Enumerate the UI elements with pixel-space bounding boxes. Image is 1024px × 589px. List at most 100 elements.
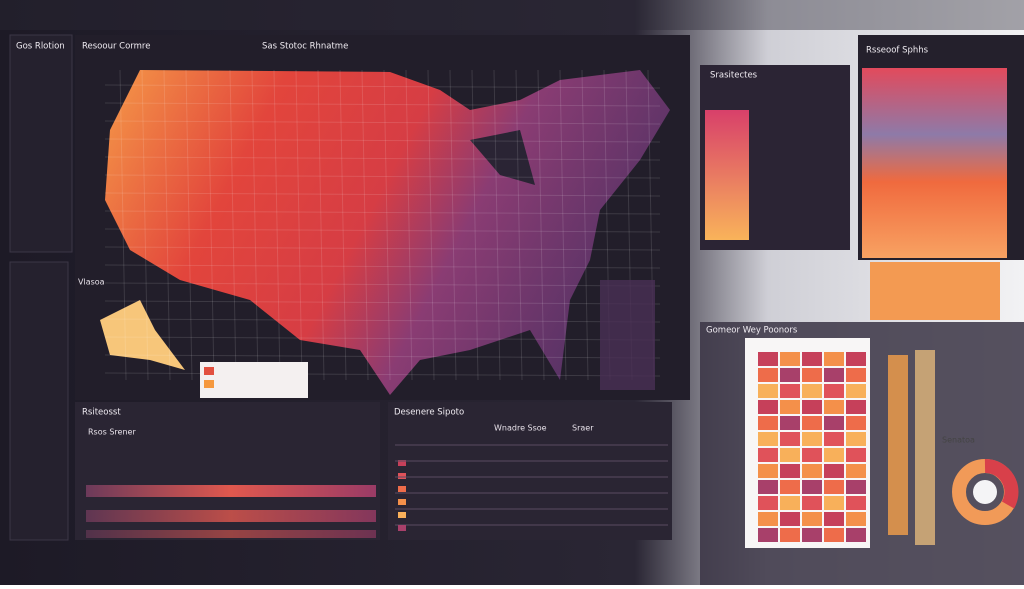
grid-line <box>185 69 193 381</box>
grid-line <box>104 120 661 125</box>
left-panel-2 <box>9 261 69 541</box>
heat-cell <box>802 464 822 478</box>
panel-subtitle: Rsos Srener <box>88 428 136 437</box>
grid-line <box>383 69 391 381</box>
heat-cell <box>780 352 800 366</box>
left-panel <box>9 34 73 253</box>
heat-cell <box>846 416 866 430</box>
donut-segment <box>984 459 1019 509</box>
grid-line <box>104 354 661 359</box>
heat-cell <box>846 448 866 462</box>
heat-cell <box>758 352 778 366</box>
grid-line <box>339 69 347 381</box>
heat-cell <box>824 496 844 510</box>
heat-cell <box>802 416 822 430</box>
heat-cell <box>824 416 844 430</box>
heat-cell <box>846 512 866 526</box>
heat-cell <box>802 512 822 526</box>
heat-cell <box>802 352 822 366</box>
heat-cell <box>802 448 822 462</box>
heat-cell <box>824 512 844 526</box>
grid-line <box>449 69 457 381</box>
row-icon <box>398 499 406 505</box>
heat-cell <box>758 464 778 478</box>
grid-line <box>537 69 545 381</box>
alaska <box>100 300 185 370</box>
table-row <box>86 530 376 538</box>
grid-line <box>104 300 661 305</box>
heat-cell <box>780 464 800 478</box>
bottom-panel <box>388 402 672 540</box>
grid-line <box>104 174 661 179</box>
row-icon <box>398 460 406 466</box>
heat-cell <box>758 496 778 510</box>
panel-title: Resoour Cormre <box>82 42 150 52</box>
panel-title: Srasitectes <box>710 71 758 81</box>
heat-cell <box>758 400 778 414</box>
lakes <box>470 130 535 185</box>
heat-cell <box>846 496 866 510</box>
heat-cell <box>802 368 822 382</box>
heat-cell <box>780 528 800 542</box>
grid-line <box>361 69 369 381</box>
panel-subtitle: Sas Stotoc Rhnatme <box>262 42 348 52</box>
heat-cell <box>824 400 844 414</box>
grid-line <box>207 69 215 381</box>
heat-cell <box>780 384 800 398</box>
column-label: Sraer <box>572 424 594 433</box>
side-bar <box>915 350 935 545</box>
heat-cell <box>846 352 866 366</box>
heat-cell <box>846 384 866 398</box>
heat-cell <box>780 480 800 494</box>
heat-cell <box>802 528 822 542</box>
grid-line <box>229 69 237 381</box>
panel-title: Desenere Sipoto <box>394 408 464 418</box>
panel-title: Rsiteosst <box>82 408 121 418</box>
grid-line <box>405 69 413 381</box>
heat-cell <box>780 432 800 446</box>
heat-cell <box>824 352 844 366</box>
heat-cell <box>780 448 800 462</box>
row-icon <box>398 512 406 518</box>
grid-line <box>515 69 523 381</box>
table-row <box>86 485 376 497</box>
heat-cell <box>780 368 800 382</box>
row-icon <box>398 525 406 531</box>
grid-line <box>104 372 661 377</box>
grid-line <box>104 210 661 215</box>
heat-cell <box>802 400 822 414</box>
heat-cell <box>824 448 844 462</box>
heat-cell <box>824 384 844 398</box>
grid-line <box>104 138 661 143</box>
column-label: Wnadre Ssoe <box>494 424 547 433</box>
heat-cell <box>802 432 822 446</box>
heat-cell <box>758 416 778 430</box>
heat-cell <box>824 464 844 478</box>
legend-swatch <box>204 367 214 375</box>
panel-title: Gos Rlotion <box>16 42 65 52</box>
us-map <box>105 70 670 395</box>
map-label: Vlasoa <box>78 278 105 287</box>
grid-line <box>163 69 171 381</box>
grid-line <box>141 69 149 381</box>
map-legend <box>200 362 308 398</box>
grid-line <box>104 102 661 107</box>
table-row <box>86 510 376 522</box>
grid-line <box>104 156 661 161</box>
grid-line <box>104 264 661 269</box>
heat-cell <box>758 528 778 542</box>
heat-cell <box>758 368 778 382</box>
heat-cell <box>824 480 844 494</box>
grid-line <box>295 69 303 381</box>
grid-line <box>273 69 281 381</box>
panel-title: Gomeor Wey Poonors <box>706 326 798 336</box>
heat-cell <box>758 512 778 526</box>
grid-line <box>581 69 589 381</box>
grid-line <box>251 69 259 381</box>
heat-cell <box>780 496 800 510</box>
grid-line <box>104 246 661 251</box>
grid-line <box>104 336 661 341</box>
heatmap <box>758 352 866 542</box>
